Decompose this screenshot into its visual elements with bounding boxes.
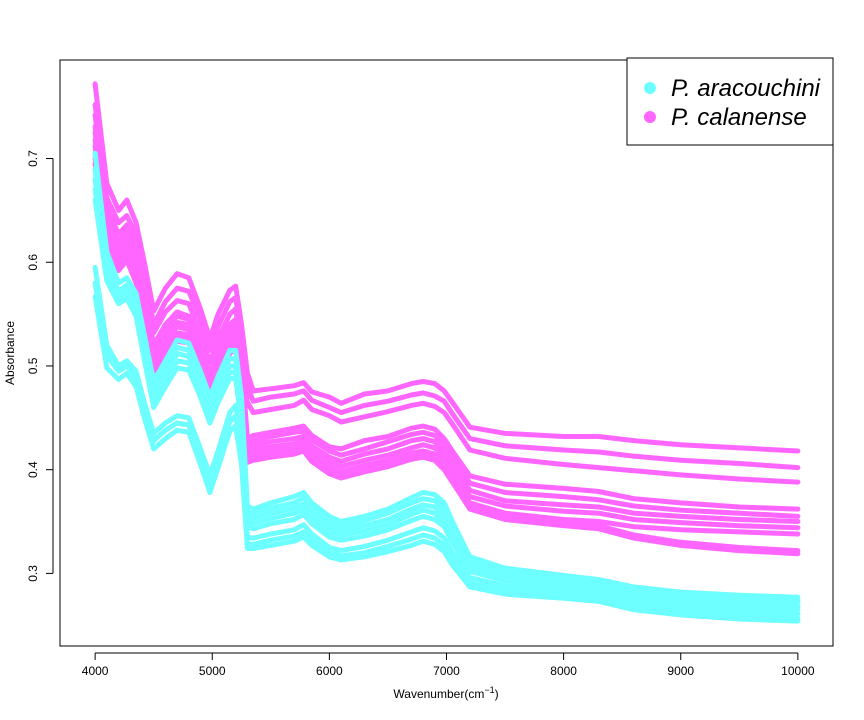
spectrum-line-3: [92, 123, 801, 512]
spectrum-line-15: [92, 264, 801, 617]
spectrum-line-6: [92, 143, 801, 531]
x-tick-label: 10000: [781, 664, 815, 678]
legend-label-calanense: P. calanense: [671, 104, 807, 131]
spectrum-line-16: [92, 280, 801, 621]
spectrum-line-17: [92, 294, 801, 624]
spectrum-line-0: [92, 81, 801, 454]
y-tick-label: 0.3: [26, 565, 40, 582]
y-tick-label: 0.6: [26, 254, 40, 271]
x-tick-label: 8000: [550, 664, 577, 678]
legend-box: [626, 57, 834, 146]
x-tick-label: 6000: [316, 664, 343, 678]
x-tick-label: 9000: [667, 664, 694, 678]
y-axis: 0.3 0.4 0.5 0.6 0.7: [26, 150, 54, 582]
legend: P. aracouchini P. calanense: [626, 57, 834, 146]
x-axis-title: Wavenumber(cm−1): [393, 685, 498, 701]
series-layer: [92, 81, 801, 624]
x-tick-label: 4000: [82, 664, 109, 678]
spectrum-line-2: [92, 112, 801, 485]
legend-marker-calanense: [644, 111, 656, 123]
legend-marker-aracouchini: [644, 82, 656, 94]
y-tick-label: 0.7: [26, 150, 40, 167]
spectrum-line-1: [92, 102, 801, 471]
x-tick-label: 7000: [433, 664, 460, 678]
spectrum-line-13: [92, 187, 801, 610]
legend-label-aracouchini: P. aracouchini: [671, 75, 821, 102]
y-tick-label: 0.4: [26, 461, 40, 478]
x-axis: 4000 5000 6000 7000 8000 9000 10000: [82, 652, 815, 678]
spectrum-line-9: [92, 161, 801, 557]
plot-frame: [59, 59, 834, 647]
x-tick-label: 5000: [199, 664, 226, 678]
spectrum-line-11: [92, 166, 801, 603]
y-axis-title: Absorbance: [3, 321, 17, 385]
spectrum-line-14: [92, 197, 801, 613]
spectrum-line-10: [92, 150, 801, 600]
y-tick-label: 0.5: [26, 357, 40, 374]
